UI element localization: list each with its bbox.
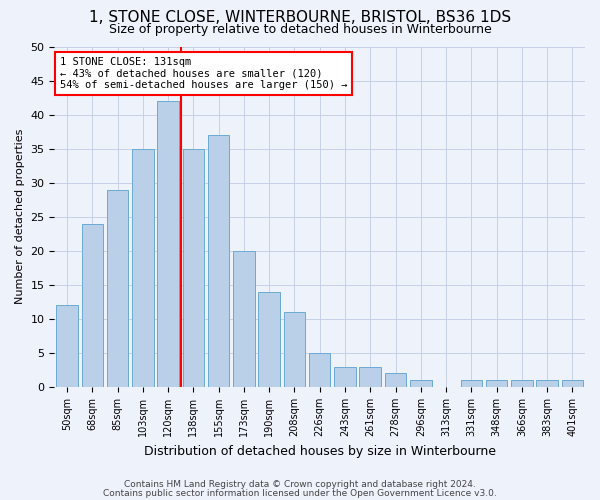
- Bar: [410, 380, 431, 387]
- Bar: [486, 380, 508, 387]
- Text: 1 STONE CLOSE: 131sqm
← 43% of detached houses are smaller (120)
54% of semi-det: 1 STONE CLOSE: 131sqm ← 43% of detached …: [60, 56, 347, 90]
- Bar: [233, 251, 254, 387]
- Bar: [182, 148, 204, 387]
- Y-axis label: Number of detached properties: Number of detached properties: [15, 129, 25, 304]
- Bar: [309, 353, 331, 387]
- Bar: [461, 380, 482, 387]
- Bar: [385, 374, 406, 387]
- Bar: [56, 306, 78, 387]
- Bar: [334, 366, 356, 387]
- Text: Contains public sector information licensed under the Open Government Licence v3: Contains public sector information licen…: [103, 488, 497, 498]
- Bar: [208, 135, 229, 387]
- Bar: [511, 380, 533, 387]
- Bar: [132, 148, 154, 387]
- Text: Contains HM Land Registry data © Crown copyright and database right 2024.: Contains HM Land Registry data © Crown c…: [124, 480, 476, 489]
- Text: Size of property relative to detached houses in Winterbourne: Size of property relative to detached ho…: [109, 22, 491, 36]
- Bar: [157, 101, 179, 387]
- Bar: [359, 366, 381, 387]
- X-axis label: Distribution of detached houses by size in Winterbourne: Distribution of detached houses by size …: [144, 444, 496, 458]
- Bar: [82, 224, 103, 387]
- Bar: [562, 380, 583, 387]
- Bar: [107, 190, 128, 387]
- Bar: [536, 380, 558, 387]
- Bar: [284, 312, 305, 387]
- Text: 1, STONE CLOSE, WINTERBOURNE, BRISTOL, BS36 1DS: 1, STONE CLOSE, WINTERBOURNE, BRISTOL, B…: [89, 10, 511, 25]
- Bar: [259, 292, 280, 387]
